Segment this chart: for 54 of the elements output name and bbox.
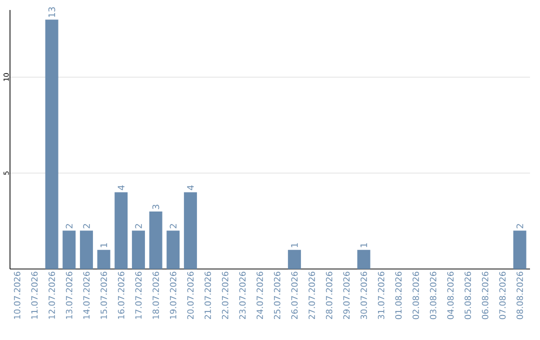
x-tick-label: 01.08.2026 [395, 272, 402, 320]
data-label: 1 [100, 243, 108, 248]
x-tick-label: 08.08.2026 [516, 272, 523, 320]
x-tick-label: 31.07.2026 [378, 272, 384, 320]
x-tick-label: 30.07.2026 [360, 272, 367, 320]
x-tick-label: 18.07.2026 [152, 272, 159, 319]
bar [184, 192, 197, 269]
x-tick-label: 02.08.2026 [412, 272, 419, 320]
data-label: 1 [360, 243, 368, 248]
x-tick-label: 15.07.2026 [100, 272, 107, 319]
data-label: 13 [48, 7, 56, 17]
bar [45, 20, 58, 269]
x-tick-label: 23.07.2026 [239, 272, 246, 320]
data-label: 4 [187, 185, 194, 190]
bar [132, 230, 145, 269]
bar [114, 192, 128, 269]
bar [288, 250, 301, 269]
bar [97, 250, 110, 269]
x-tick-label: 26.07.2026 [291, 272, 298, 320]
bar [80, 230, 93, 269]
data-label: 2 [66, 224, 72, 228]
bar [62, 230, 76, 269]
bar [357, 250, 370, 269]
x-tick-label: 03.08.2026 [430, 272, 436, 320]
x-tick-label: 24.07.2026 [256, 272, 263, 320]
bar [149, 211, 162, 269]
x-tick-label: 12.07.2026 [48, 272, 55, 319]
x-tick-label: 19.07.2026 [170, 272, 176, 319]
bar [513, 230, 526, 269]
x-tick-label: 14.07.2026 [83, 272, 90, 319]
data-label: 2 [135, 224, 142, 228]
x-tick-label: 11.07.2026 [31, 272, 38, 319]
x-tick-label: 13.07.2026 [66, 272, 72, 319]
data-label: 2 [516, 224, 524, 228]
data-label: 2 [170, 224, 176, 228]
x-tick-label: 06.08.2026 [482, 272, 488, 320]
bar [166, 230, 180, 269]
x-tick-label: 20.07.2026 [187, 272, 194, 320]
x-tick-label: 04.08.2026 [447, 272, 454, 320]
x-tick-label: 29.07.2026 [343, 272, 350, 320]
x-tick-label: 07.08.2026 [499, 272, 506, 320]
data-label: 1 [291, 243, 298, 248]
x-tick-label: 10.07.2026 [14, 272, 20, 319]
x-tick-label: 17.07.2026 [135, 272, 142, 319]
x-tick-label: 05.08.2026 [464, 272, 471, 320]
x-tick-label: 21.07.2026 [204, 272, 211, 320]
x-tick-label: 22.07.2026 [222, 272, 228, 320]
data-label: 2 [83, 224, 90, 228]
x-tick-label: 16.07.2026 [118, 272, 124, 319]
data-label: 3 [152, 204, 160, 210]
data-label: 4 [118, 185, 124, 190]
x-tick-label: 28.07.2026 [326, 272, 332, 320]
x-tick-label: 25.07.2026 [274, 272, 280, 320]
x-tick-label: 27.07.2026 [308, 272, 315, 320]
